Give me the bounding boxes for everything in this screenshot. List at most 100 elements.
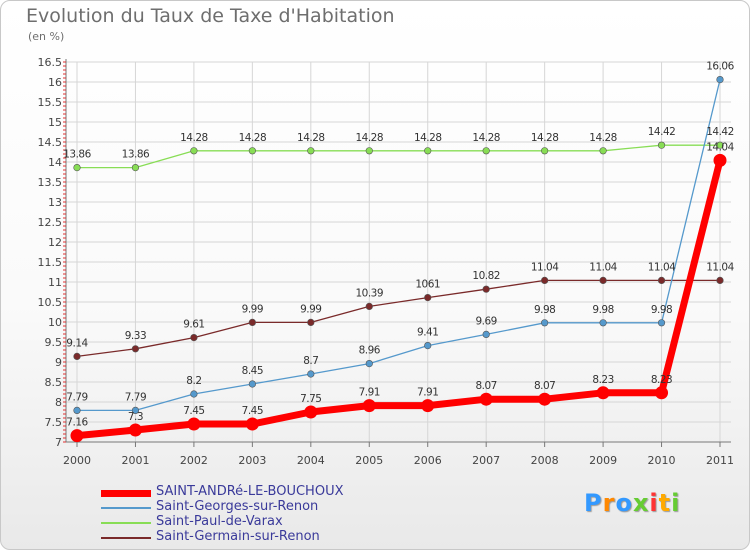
legend-swatch [101,507,151,509]
x-tick-label: 2004 [297,454,325,467]
data-point [482,147,490,155]
logo-letter: t [658,489,672,517]
y-tick-label: 16 [48,76,62,89]
data-label: 14.28 [239,132,267,144]
data-label: 7.79 [66,391,87,403]
data-point [538,392,552,406]
y-tick-label: 10.5 [38,296,63,309]
y-tick-label: 13 [48,196,62,209]
y-tick-label: 13.5 [38,176,63,189]
data-label: 7.45 [183,405,204,417]
data-point [657,319,666,327]
data-label: 1061 [415,279,440,291]
data-point [73,164,81,172]
legend-swatch [101,490,151,497]
data-label: 9.99 [300,303,321,315]
legend-label: Saint-Georges-sur-Renon [156,499,319,514]
data-label: 7.91 [359,387,380,399]
data-point [479,392,493,406]
series-line-1 [77,79,721,412]
data-point [307,147,315,155]
data-point [599,276,607,285]
x-tick-label: 2007 [472,454,500,467]
data-point [541,147,549,155]
legend-label: SAINT-ANDRé-LE-BOUCHOUX [156,484,344,499]
data-point [421,399,435,413]
data-label: 14.28 [414,132,442,144]
grid [66,61,731,443]
x-tick-label: 2002 [180,454,208,467]
data-point [131,164,140,172]
data-label: 7.75 [300,393,321,405]
data-point [596,386,610,400]
data-label: 14.42 [648,126,676,138]
data-point [482,285,490,293]
data-label: 8.7 [303,355,318,367]
x-tick-label: 2006 [414,454,442,467]
x-tick-label: 2005 [355,454,383,467]
x-tick-label: 2000 [63,454,91,467]
data-point [657,276,666,285]
data-label: 9.14 [66,337,88,349]
y-tick-label: 9 [55,356,62,369]
data-label: 14.28 [472,132,500,144]
y-tick-label: 15 [48,116,62,129]
logo-letter: o [615,489,633,517]
data-point [365,147,373,155]
x-tick-label: 2009 [589,454,617,467]
data-point [365,360,373,368]
data-point [190,147,198,155]
data-label: 8.07 [475,380,496,392]
data-labels: 7.16 7.3 7.45 7.45 7.75 7.91 7.91 8.07 8.07 8.23 8… [63,61,735,429]
data-label: 7.16 [66,417,88,429]
x-tick-label: 2003 [238,454,266,467]
series-line-0 [76,159,724,440]
y-tick-label: 16.5 [38,56,63,69]
data-point [307,318,315,327]
data-point [424,294,432,302]
legend-label: Saint-Paul-de-Varax [156,514,283,529]
data-label: 7.3 [128,411,143,423]
data-label: 14.28 [531,132,559,144]
y-tick-label: 8.5 [45,376,63,389]
data-point [365,302,373,311]
data-label: 9.61 [183,319,204,331]
data-point [541,276,549,285]
series-line-2 [77,144,720,169]
data-point [73,406,81,415]
x-tick-label: 2011 [706,454,734,467]
y-tick-label: 10 [48,316,62,329]
axes: 7 7.5 8 8.5 9 9.5 10 10.5 11 11.5 12 12.5 13 13.5 14 14… [38,56,735,467]
data-label: 8.45 [242,365,263,377]
y-tick-label: 8 [55,396,62,409]
data-label: 7.79 [125,391,146,403]
data-point [541,319,549,327]
data-point [70,429,84,443]
series-lines [70,75,727,443]
data-point [245,417,259,431]
data-label: 14.04 [706,141,734,153]
data-label: 14.28 [180,132,208,144]
data-point [424,147,432,155]
data-label: 14.28 [589,132,617,144]
data-label: 8.2 [186,375,201,387]
data-label: 11.04 [706,261,734,273]
data-point [657,141,666,149]
data-point [190,334,198,342]
data-point [716,141,724,149]
data-point [599,147,607,155]
data-point [424,342,432,350]
data-label: 8.23 [592,374,613,386]
data-label: 16.06 [706,61,734,73]
data-label: 9.33 [125,330,146,342]
logo-letter: r [602,489,616,517]
data-point [131,406,140,415]
y-tick-label: 11.5 [38,256,63,269]
chart-title: Evolution du Taux de Taxe d'Habitation [26,5,395,27]
y-tick-label: 7.5 [45,416,63,429]
data-point [248,380,256,388]
data-point [248,147,256,155]
logo-letter: x [632,489,650,517]
data-point [187,417,201,431]
data-label: 8.23 [651,374,672,386]
